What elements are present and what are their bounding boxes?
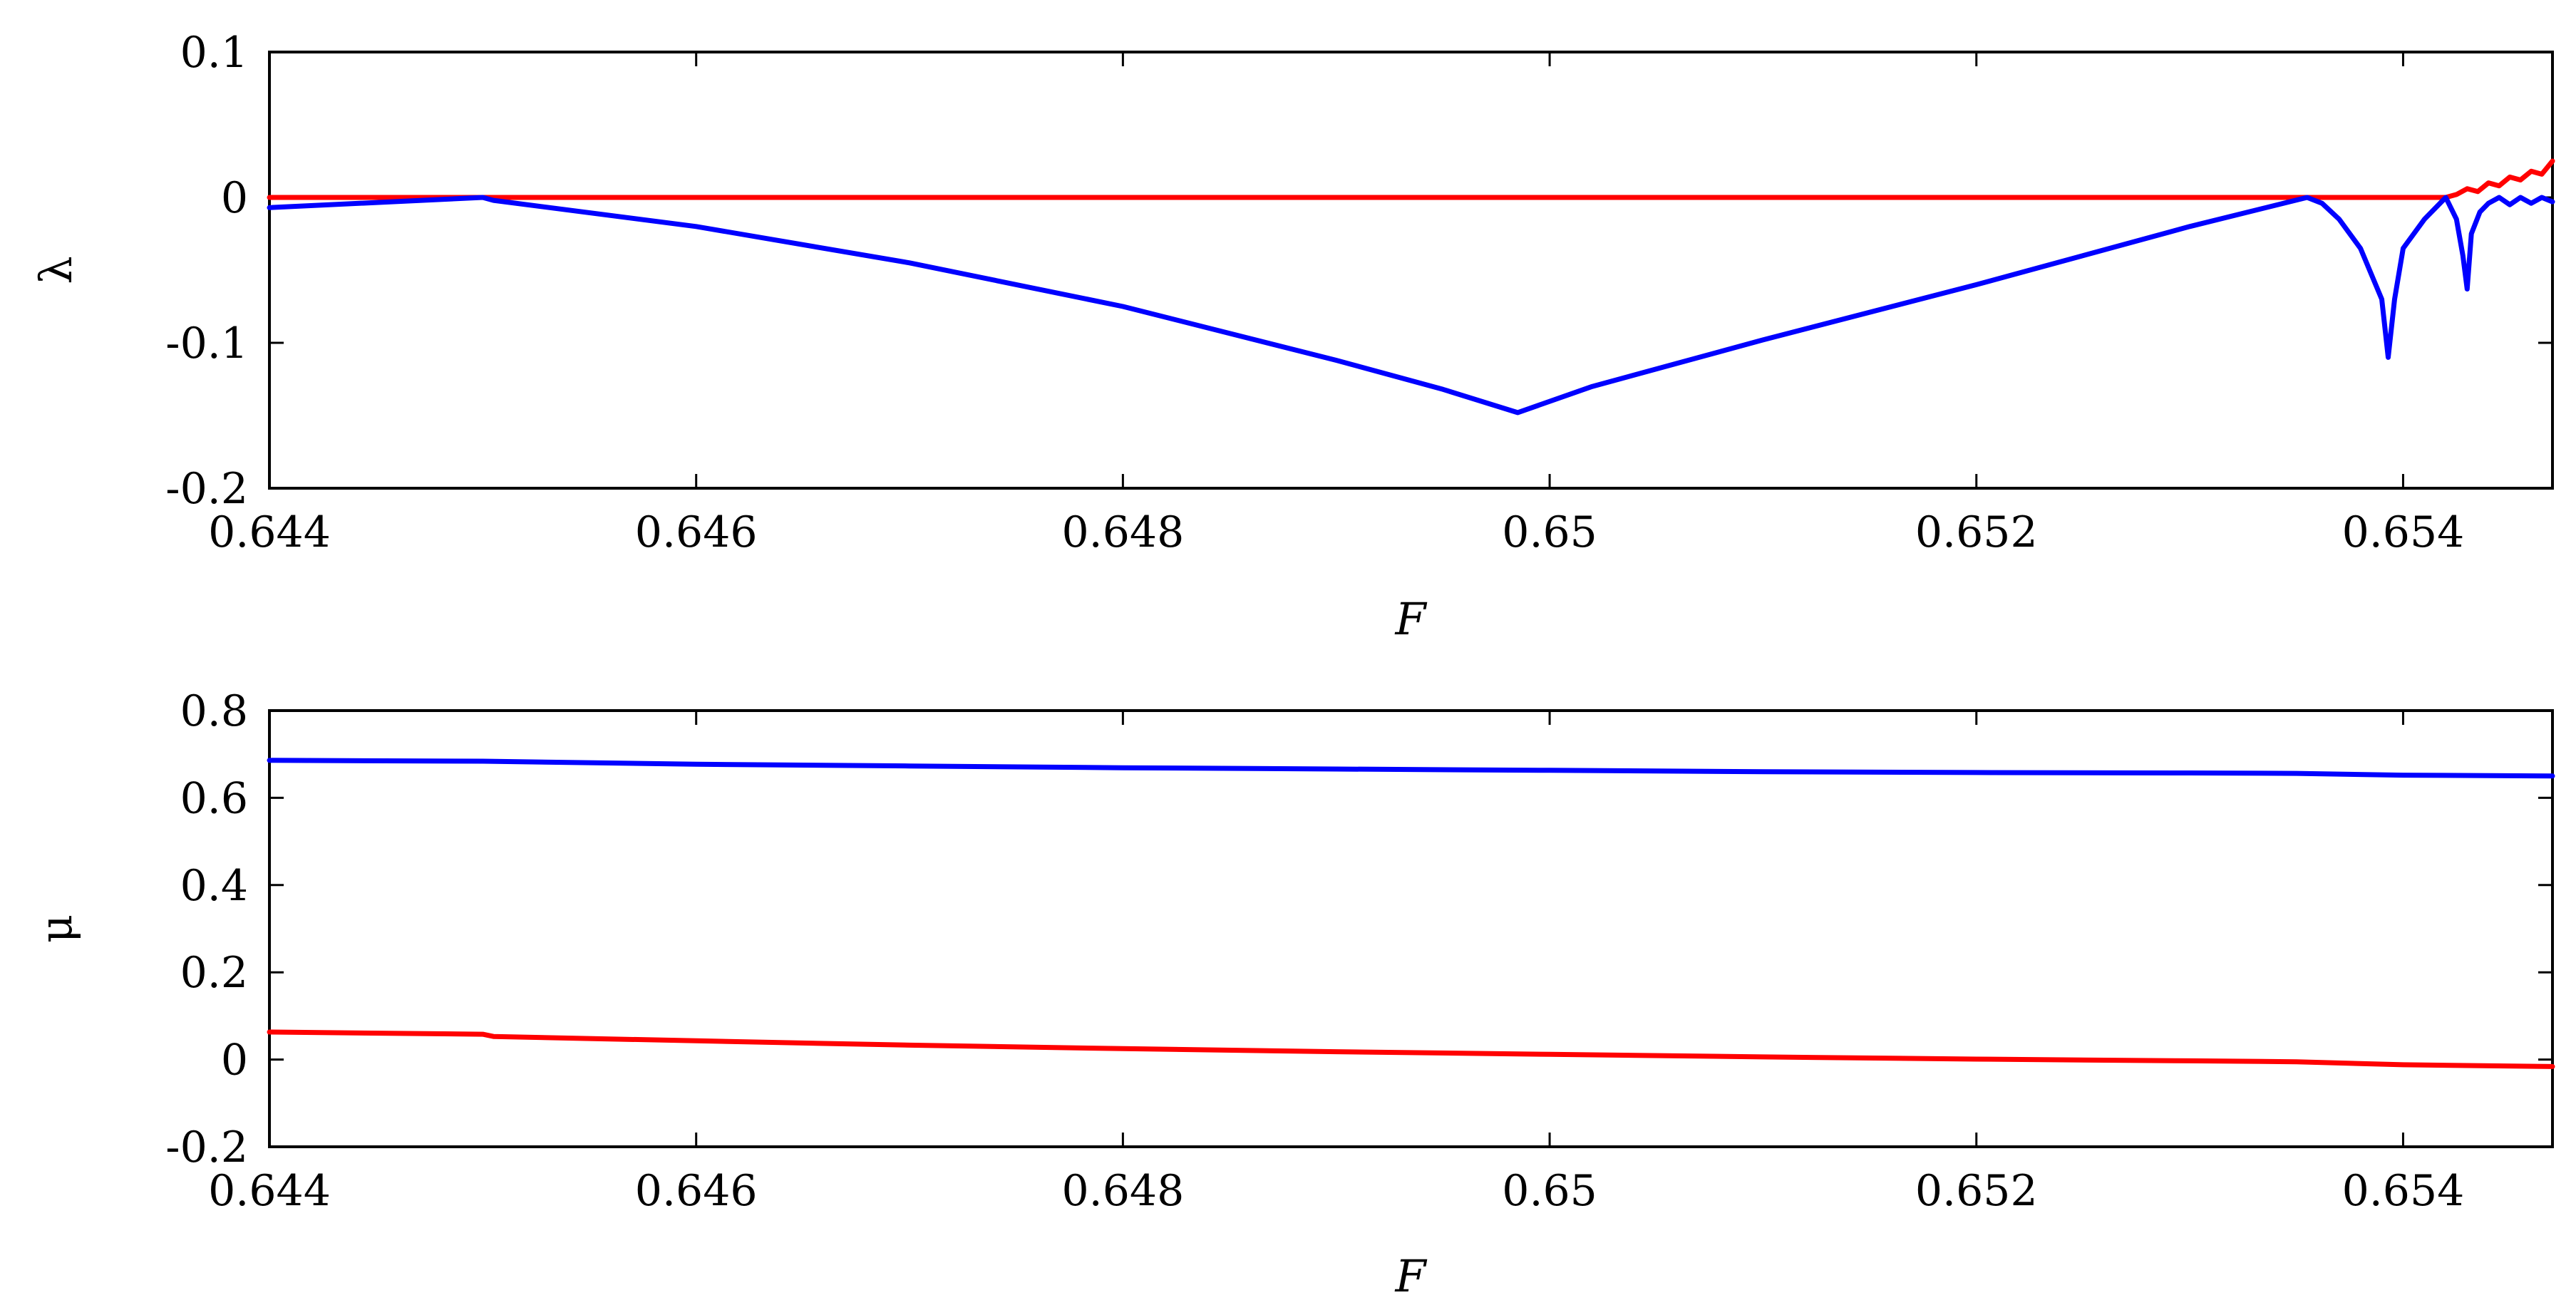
mu-x-tick-label: 0.652 <box>1915 1166 2038 1216</box>
lambda-y-tick-label: -0.2 <box>165 464 248 514</box>
mu-y-tick-label: -0.2 <box>165 1123 248 1172</box>
lambda-y-axis-title: λ <box>30 256 82 284</box>
lambda-plot-frame <box>268 51 2554 490</box>
mu-x-axis: 0.644 0.646 0.648 0.65 0.652 0.654 <box>208 711 2464 1216</box>
mu-series-line-red <box>267 1029 2555 1069</box>
mu-x-tick-label: 0.646 <box>635 1166 758 1216</box>
mu-y-tick-label: 0.6 <box>180 773 248 823</box>
mu-y-axis-title: μ <box>30 914 82 943</box>
lambda-x-tick-label: 0.644 <box>208 507 331 557</box>
lambda-y-axis: -0.2 -0.1 0 0.1 <box>165 28 2552 514</box>
mu-x-tick-label: 0.644 <box>208 1166 331 1216</box>
lambda-x-axis: 0.644 0.646 0.648 0.65 0.652 0.654 <box>208 52 2464 557</box>
mu-panel: 0.644 0.646 0.648 0.65 0.652 0.654 -0.200.20.… <box>30 686 2555 1302</box>
lambda-x-tick-label: 0.646 <box>635 507 758 557</box>
mu-y-tick-label: 0.4 <box>180 861 248 911</box>
mu-x-tick-label: 0.654 <box>2342 1166 2465 1216</box>
lambda-x-tick-label: 0.65 <box>1502 507 1597 557</box>
lambda-y-tick-label: 0.1 <box>180 28 248 78</box>
lambda-series-layer <box>267 158 2555 416</box>
mu-series-layer <box>267 758 2555 1069</box>
mu-y-axis: -0.2 0 0.2 0.4 0.6 0.8 <box>165 686 2552 1172</box>
lambda-x-axis-title: F <box>1394 593 1427 645</box>
mu-plot-frame <box>268 709 2554 1148</box>
mu-series-line-blue <box>267 758 2555 779</box>
mu-x-axis-title: F <box>1394 1250 1427 1302</box>
lambda-x-tick-label: 0.652 <box>1915 507 2038 557</box>
lambda-series-line-blue <box>267 195 2555 416</box>
lambda-panel: 0.644 0.646 0.648 0.65 0.652 0.654 -0.2-0.100… <box>30 28 2555 645</box>
mu-y-tick-label: 0.2 <box>180 948 248 998</box>
lambda-y-tick-label: -0.1 <box>165 319 248 368</box>
mu-y-tick-label: 0.8 <box>180 686 248 736</box>
lambda-x-tick-label: 0.648 <box>1061 507 1184 557</box>
lambda-series-line-red <box>267 158 2555 200</box>
mu-x-tick-label: 0.648 <box>1061 1166 1184 1216</box>
lambda-y-tick-label: 0 <box>221 173 248 223</box>
mu-y-tick-label: 0 <box>221 1036 248 1085</box>
lambda-x-tick-label: 0.654 <box>2342 507 2465 557</box>
mu-x-tick-label: 0.65 <box>1502 1166 1597 1216</box>
